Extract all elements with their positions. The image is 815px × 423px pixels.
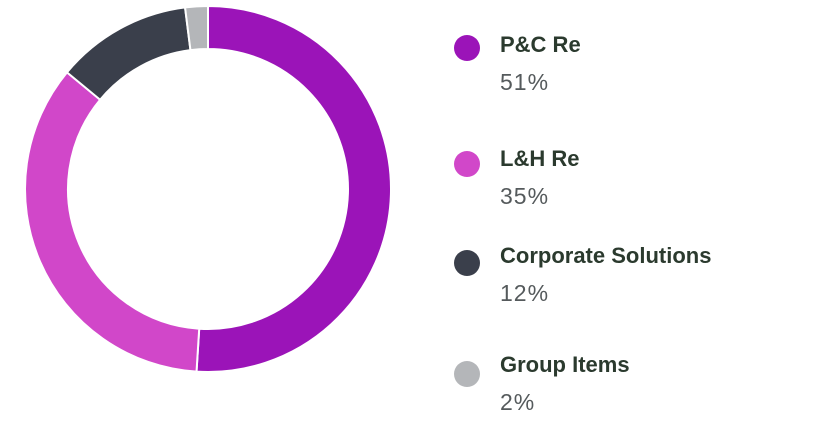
- legend-value: 51%: [500, 69, 549, 95]
- slice: [195, 4, 392, 373]
- legend-dot: [454, 35, 480, 61]
- slice: [65, 6, 192, 102]
- slice: [24, 70, 201, 373]
- legend-value: 35%: [500, 183, 549, 209]
- slice: [183, 4, 209, 52]
- legend-dot: [454, 250, 480, 276]
- legend-label: P&C Re: [500, 32, 581, 57]
- legend-label: L&H Re: [500, 146, 579, 171]
- legend-dot: [454, 151, 480, 177]
- legend-value: 2%: [500, 389, 535, 415]
- legend-label: Group Items: [500, 352, 630, 377]
- legend-value: 12%: [500, 280, 549, 306]
- legend-dot: [454, 361, 480, 387]
- legend-label: Corporate Solutions: [500, 243, 711, 268]
